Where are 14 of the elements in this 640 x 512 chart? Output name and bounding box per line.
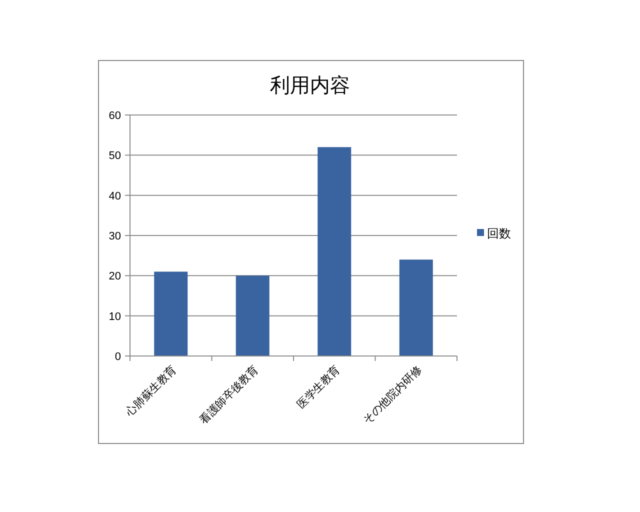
y-tick-label: 60 bbox=[108, 110, 121, 122]
legend-label: 回数 bbox=[487, 226, 511, 240]
y-tick-label: 10 bbox=[108, 310, 121, 323]
x-tick-label: その他院内研修 bbox=[360, 362, 424, 427]
legend: 回数 bbox=[477, 226, 511, 240]
title: 利用内容 bbox=[270, 75, 350, 97]
y-tick-label: 20 bbox=[108, 270, 121, 283]
x-tick-label: 看護師卒後教育 bbox=[197, 362, 261, 427]
x-tick-label: 医学生教育 bbox=[294, 362, 342, 412]
y-tick-label: 30 bbox=[108, 230, 121, 242]
y-tick-label: 0 bbox=[114, 351, 121, 363]
y-tick-label: 50 bbox=[108, 150, 121, 162]
x-tick-label: 心肺蘇生教育 bbox=[122, 362, 179, 420]
y-tick-label: 40 bbox=[108, 190, 121, 202]
